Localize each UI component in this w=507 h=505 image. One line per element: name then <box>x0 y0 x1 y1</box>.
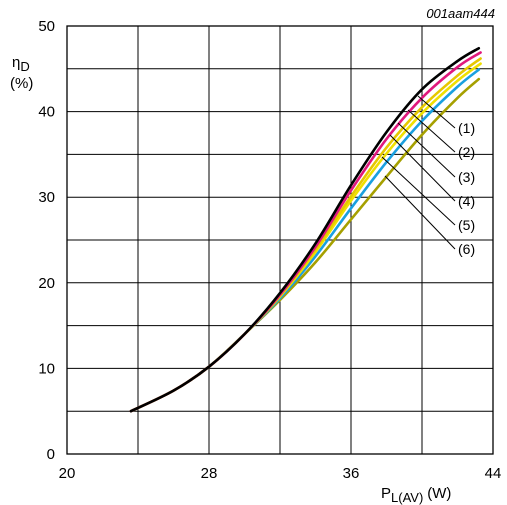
figure-id: 001aam444 <box>426 6 495 21</box>
callout-leader-line <box>407 109 456 153</box>
x-axis-label: PL(AV) (W) <box>381 485 451 505</box>
series-label: (1) <box>458 120 475 136</box>
y-axis-label: ηD <box>12 54 30 74</box>
callout-leader-line <box>381 156 456 226</box>
x-axis-symbol: P <box>381 485 391 502</box>
legend-callouts: (1) (2) (3) (4) (5) (6) <box>381 95 475 257</box>
x-tick-label: 44 <box>485 465 502 482</box>
y-axis-unit: (%) <box>10 75 33 92</box>
x-tick-label: 36 <box>343 465 360 482</box>
callout-leader-line <box>397 122 456 178</box>
series-label: (5) <box>458 217 475 233</box>
series-lines <box>129 46 482 413</box>
y-tick-label: 50 <box>38 18 55 35</box>
series-label: (3) <box>458 169 475 185</box>
series-line-6 <box>129 77 481 413</box>
y-tick-label: 10 <box>38 360 55 377</box>
y-tick-label: 30 <box>38 189 55 206</box>
x-tick-label: 28 <box>201 465 218 482</box>
series-label: (6) <box>458 241 475 257</box>
callout-leader-line <box>389 134 456 202</box>
y-axis-symbol: η <box>12 54 20 71</box>
series-label: (2) <box>458 144 475 160</box>
x-axis-unit: (W) <box>427 485 451 502</box>
y-tick-label: 0 <box>47 446 55 463</box>
x-axis-subscript: L(AV) <box>391 490 423 505</box>
x-tick-label: 20 <box>59 465 76 482</box>
series-line-1 <box>129 46 481 413</box>
callout-leader-line <box>417 95 456 129</box>
y-tick-label: 20 <box>38 275 55 292</box>
callout-leader-line <box>384 175 456 250</box>
y-tick-label: 40 <box>38 104 55 121</box>
tick-labels: 20 28 36 44 0 10 20 30 40 50 <box>38 18 501 482</box>
plot-frame <box>66 25 494 455</box>
y-axis-subscript: D <box>20 59 29 74</box>
series-label: (4) <box>458 193 475 209</box>
